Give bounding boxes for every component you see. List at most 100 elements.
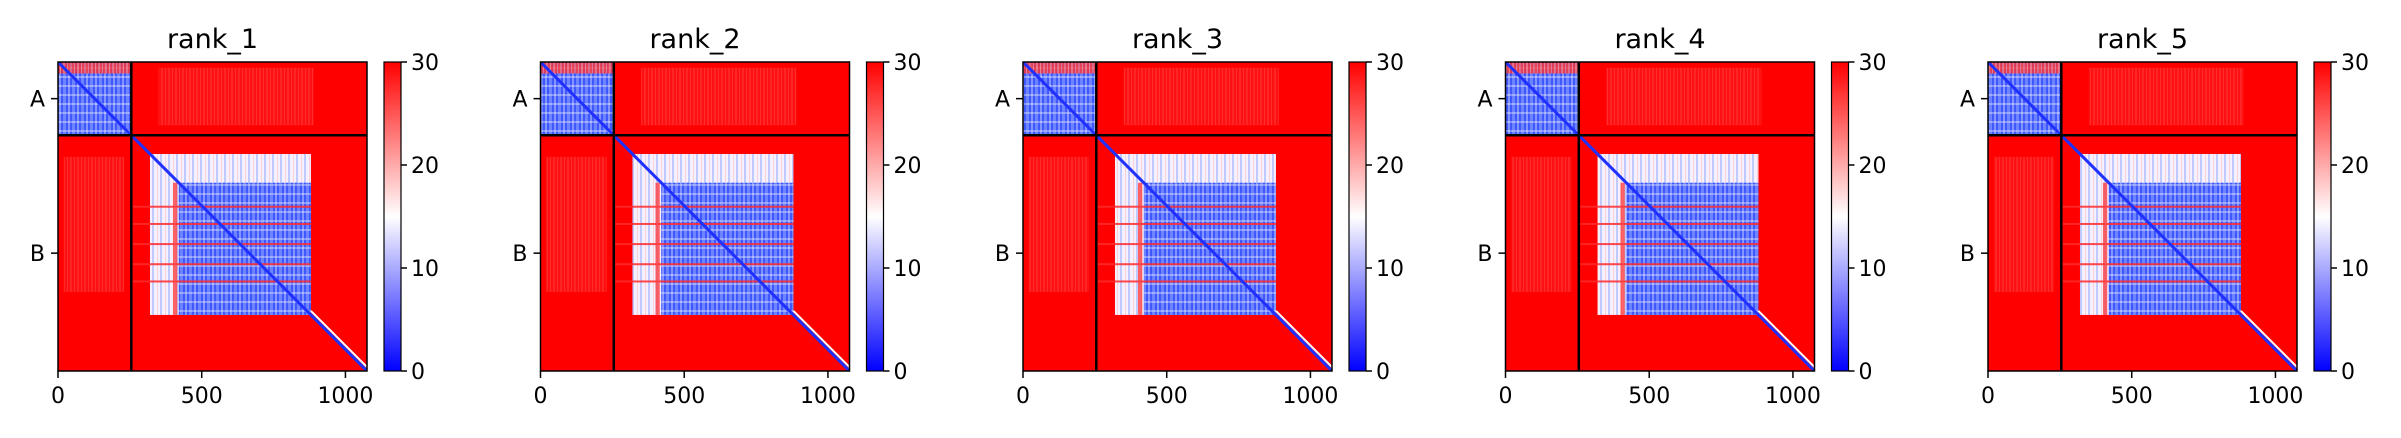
panel-title: rank_5 — [2097, 24, 2188, 55]
colorbar-tick-label: 20 — [1859, 154, 1887, 179]
colorbar — [865, 61, 885, 372]
heatmap-panel-5: rank_5 0 500 1000 A B 0 10 20 30 — [1960, 24, 2369, 409]
error-streak — [2102, 182, 2108, 315]
axes-frame — [57, 61, 368, 372]
diagonal — [2060, 134, 2297, 371]
x-tick-label: 0 — [1016, 384, 1030, 409]
diagonal — [1988, 62, 2063, 137]
x-tick-label: 1000 — [317, 384, 373, 409]
error-streak — [172, 182, 178, 315]
diagonal — [540, 62, 615, 137]
error-streak — [132, 263, 311, 266]
inter-chain-region — [546, 156, 607, 292]
chain-a-edge — [1988, 62, 2062, 74]
diagonal-band — [1757, 310, 1815, 368]
chain-label: B — [512, 242, 527, 267]
diagonal — [130, 134, 367, 371]
colorbar-tick-label: 30 — [1859, 51, 1887, 76]
x-tick-label: 500 — [2111, 384, 2153, 409]
colorbar — [2313, 61, 2332, 372]
inter-chain-region — [1606, 67, 1762, 126]
colorbar-tick-label: 0 — [1859, 360, 1873, 385]
colorbar-tick-label: 0 — [411, 360, 425, 385]
colorbar-tick-label: 10 — [411, 257, 439, 282]
heatmap-image — [540, 62, 850, 371]
diagonal — [1023, 62, 1098, 137]
chain-a-edge — [1023, 62, 1097, 74]
error-streak — [132, 243, 311, 246]
chain-label: A — [1960, 88, 1975, 113]
inter-chain-region — [641, 67, 797, 126]
axes-frame — [539, 61, 851, 372]
error-streak — [1620, 182, 1625, 315]
chain-label: B — [30, 242, 45, 267]
x-tick-label: 0 — [1981, 384, 1995, 409]
chain-a-edge — [58, 62, 132, 74]
x-tick-label: 1000 — [2247, 384, 2303, 409]
colorbar-tick-label: 10 — [894, 257, 922, 282]
chain-label: B — [1477, 242, 1492, 267]
error-streak — [615, 205, 794, 208]
x-tick-label: 1000 — [1282, 384, 1338, 409]
error-streak — [1580, 263, 1759, 266]
inter-chain-region — [2088, 67, 2244, 126]
axes-frame — [1022, 61, 1333, 372]
heatmap-image — [1988, 62, 2297, 371]
colorbar-tick-label: 20 — [894, 154, 922, 179]
inter-chain-region — [1028, 156, 1090, 292]
heatmap-image — [1023, 62, 1332, 371]
chain-label: B — [995, 242, 1010, 267]
chain-label: A — [30, 88, 45, 113]
error-streak — [2062, 280, 2241, 283]
inter-chain-region — [1511, 156, 1572, 292]
colorbar-tick-label: 20 — [2341, 154, 2369, 179]
x-tick-label: 500 — [181, 384, 223, 409]
colorbar-tick-label: 30 — [411, 51, 439, 76]
heatmap-panel-3: rank_3 0 500 1000 A B 0 10 20 30 — [995, 24, 1404, 409]
colorbar-tick-label: 0 — [2341, 360, 2355, 385]
error-streak — [655, 182, 660, 315]
x-tick-label: 0 — [1499, 384, 1513, 409]
inter-chain-region — [1123, 67, 1279, 126]
colorbar-tick-label: 0 — [1376, 360, 1390, 385]
diagonal-band — [1275, 310, 1332, 368]
colorbar — [383, 61, 402, 372]
diagonal — [58, 62, 133, 137]
axes-frame — [1504, 61, 1816, 372]
inter-chain-region — [63, 156, 125, 292]
chain-label: A — [512, 88, 527, 113]
error-streak — [1097, 243, 1276, 246]
error-streak — [1097, 263, 1276, 266]
diagonal-band — [2240, 310, 2297, 368]
colorbar-tick-label: 0 — [894, 360, 908, 385]
error-streak — [2062, 205, 2241, 208]
heatmap-panel-1: rank_1 0 500 1000 A B 0 10 20 30 — [30, 24, 439, 409]
error-streak — [2062, 263, 2241, 266]
error-streak — [1580, 280, 1759, 283]
x-tick-label: 0 — [534, 384, 548, 409]
colorbar — [1348, 61, 1367, 372]
colorbar-tick-label: 30 — [1376, 51, 1404, 76]
error-streak — [615, 263, 794, 266]
diagonal — [612, 134, 850, 371]
error-streak — [132, 280, 311, 283]
chain-a-edge — [540, 62, 614, 74]
colorbar-tick-label: 20 — [411, 154, 439, 179]
chain-label: A — [1477, 88, 1492, 113]
x-tick-label: 500 — [663, 384, 705, 409]
axes-frame — [1987, 61, 2298, 372]
heatmap-image — [58, 62, 367, 371]
colorbar-tick-label: 30 — [2341, 51, 2369, 76]
colorbar-tick-label: 20 — [1376, 154, 1404, 179]
x-tick-label: 500 — [1628, 384, 1670, 409]
x-tick-label: 1000 — [800, 384, 856, 409]
colorbar-tick-label: 30 — [894, 51, 922, 76]
error-streak — [1097, 205, 1276, 208]
chain-a-edge — [1505, 62, 1579, 74]
x-tick-label: 1000 — [1765, 384, 1821, 409]
heatmap-image — [1505, 62, 1815, 371]
diagonal-band — [310, 310, 367, 368]
chain-label: A — [995, 88, 1010, 113]
panel-title: rank_3 — [1132, 24, 1223, 55]
colorbar-tick-label: 10 — [1859, 257, 1887, 282]
